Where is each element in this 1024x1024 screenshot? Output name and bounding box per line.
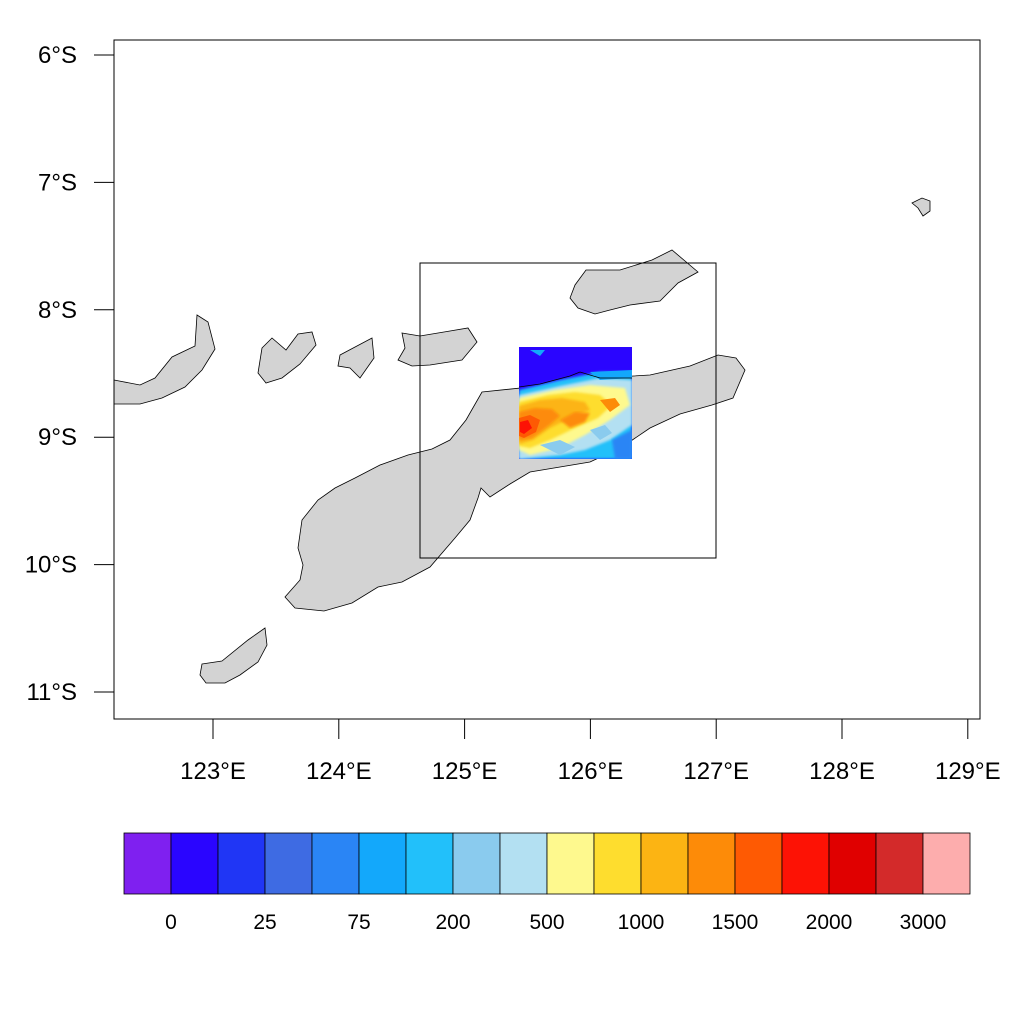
lon-tick-label: 128°E	[809, 758, 875, 785]
lat-tick-label: 8°S	[38, 297, 77, 324]
colorbar-label: 3000	[900, 911, 947, 934]
lon-tick-label: 127°E	[683, 758, 749, 785]
lon-tick-label: 126°E	[558, 758, 624, 785]
colorbar-box	[499, 832, 548, 895]
colorbar-label: 200	[435, 911, 470, 934]
map-frame	[113, 39, 981, 720]
colorbar-box	[405, 832, 454, 895]
domain-box	[419, 262, 717, 559]
colorbar-box	[640, 832, 689, 895]
small-island	[911, 197, 931, 217]
colorbar-label: 1500	[712, 911, 759, 934]
colorbar-box	[358, 832, 407, 895]
lon-tick-label: 129°E	[935, 758, 1001, 785]
colorbar-box	[593, 832, 642, 895]
timor-island	[284, 354, 746, 612]
colorbar-label: 2000	[806, 911, 853, 934]
colorbar-box	[170, 832, 219, 895]
colorbar-labels: 0 25 75 200 500 1000 1500 2000 3000	[165, 911, 946, 934]
latitude-axis: 6°S 7°S 8°S 9°S 10°S 11°S	[25, 42, 114, 706]
colorbar-box	[875, 832, 924, 895]
lat-tick-label: 6°S	[38, 42, 77, 69]
lembata-island	[257, 331, 317, 384]
colorbar-label: 1000	[618, 911, 665, 934]
colorbar-box	[828, 832, 877, 895]
colorbar-box	[922, 832, 971, 895]
colorbar-box	[264, 832, 313, 895]
rote-island	[199, 627, 268, 684]
colorbar-box	[123, 832, 172, 895]
colorbar-box	[217, 832, 266, 895]
colorbar-label: 75	[347, 911, 370, 934]
lat-tick-label: 11°S	[26, 679, 77, 706]
colorbar-box	[452, 832, 501, 895]
lat-tick-label: 7°S	[38, 169, 77, 196]
colorbar	[123, 832, 971, 895]
colorbar-label: 500	[529, 911, 564, 934]
lon-tick-label: 124°E	[306, 758, 372, 785]
colorbar-box	[734, 832, 783, 895]
topography-raster	[519, 347, 632, 459]
colorbar-box	[781, 832, 830, 895]
flores-island	[113, 314, 216, 405]
colorbar-box	[311, 832, 360, 895]
alor-island	[397, 327, 478, 367]
colorbar-box	[687, 832, 736, 895]
colorbar-label: 25	[253, 911, 276, 934]
colorbar-label: 0	[165, 911, 177, 934]
lat-tick-label: 10°S	[25, 552, 77, 579]
lon-tick-label: 125°E	[432, 758, 498, 785]
lon-tick-label: 123°E	[180, 758, 246, 785]
longitude-axis: 123°E 124°E 125°E 126°E 127°E 128°E 129°E	[180, 719, 1001, 785]
wetar-island	[569, 249, 699, 315]
lat-tick-label: 9°S	[38, 424, 77, 451]
pantar-island	[337, 337, 375, 379]
colorbar-box	[546, 832, 595, 895]
